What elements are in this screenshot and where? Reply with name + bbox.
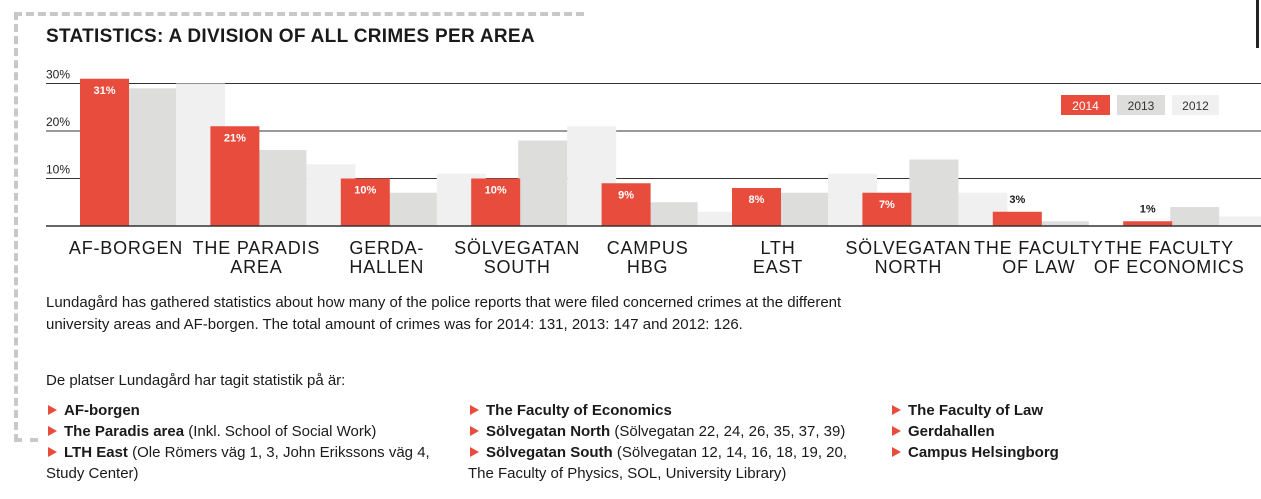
legend-label: 2013 [1128,99,1155,113]
x-category-label: OF LAW [1002,257,1075,277]
chart-title: STATISTICS: A DIVISION OF ALL CRIMES PER… [46,26,535,47]
location-detail: (Sölvegatan 22, 24, 26, 35, 37, 39) [610,423,846,440]
location-item: The Faculty of Economics [468,400,847,421]
x-category-label: EAST [753,257,803,277]
location-name: AF-borgen [64,402,140,419]
x-category-label: THE FACULTY [974,238,1103,258]
bar-2013 [518,140,568,226]
locations-column-1: AF-borgen The Paradis area (Inkl. School … [46,400,430,484]
location-name: Sölvegatan North [486,423,611,440]
bar-2013 [387,192,437,226]
bar-2014 [1123,221,1173,226]
bar-2013 [909,159,959,226]
triangle-bullet-icon [470,426,479,436]
dashed-frame-left [14,12,18,442]
locations-column-3: The Faculty of Law Gerdahallen Campus Hels… [890,400,1059,463]
triangle-bullet-icon [892,447,901,457]
location-item: Sölvegatan South (Sölvegatan 12, 14, 16,… [468,442,847,463]
bar-2014 [471,178,521,226]
location-item: The Paradis area (Inkl. School of Social… [46,421,430,442]
bar-2014 [732,188,781,226]
legend-swatch-2012 [1172,95,1219,115]
x-category-label: SOUTH [484,257,551,277]
location-name: LTH East [64,444,128,461]
locations-intro: De platser Lundagård har tagit statistik… [46,372,346,389]
bar-2012 [1219,216,1261,226]
dashed-frame-top [14,12,584,16]
location-item: LTH East (Ole Römers väg 1, 3, John Erik… [46,442,430,463]
location-detail: (Ole Römers väg 1, 3, John Erikssons väg… [127,444,430,461]
location-item: Gerdahallen [890,421,1059,442]
data-label: 10% [485,185,507,197]
x-category-label: AF-BORGEN [69,238,183,258]
y-tick-label: 20% [46,115,70,129]
location-item: Campus Helsingborg [890,442,1059,463]
bar-2013 [779,192,828,226]
location-name: Sölvegatan South [486,444,613,461]
triangle-bullet-icon [470,405,479,415]
location-item: Sölvegatan North (Sölvegatan 22, 24, 26,… [468,421,847,442]
x-category-label: HBG [627,257,668,277]
triangle-bullet-icon [48,405,57,415]
data-label: 7% [879,199,895,211]
location-name: Gerdahallen [908,423,995,440]
x-category-label: LTH [760,238,795,258]
location-name: The Paradis area [64,423,185,440]
triangle-bullet-icon [470,447,479,457]
bar-2014 [210,126,260,226]
location-detail: (Sölvegatan 12, 14, 16, 18, 19, 20, [612,444,848,461]
data-label: 8% [749,194,765,206]
data-label: 21% [224,132,246,144]
x-category-label: THE PARADIS [193,238,321,258]
location-name: The Faculty of Law [908,402,1044,419]
x-category-label: THE FACULTY [1104,238,1233,258]
y-tick-label: 10% [46,163,70,177]
description-text: Lundagård has gathered statistics about … [46,294,842,333]
triangle-bullet-icon [48,447,57,457]
data-label: 1% [1140,203,1156,215]
legend-swatch-2013 [1117,95,1165,115]
x-category-label: SÖLVEGATAN [454,238,580,258]
bar-2013 [1170,207,1220,226]
x-category-label: GERDA- [349,238,424,258]
bar-2013 [1039,221,1089,226]
triangle-bullet-icon [892,426,901,436]
location-item: The Faculty of Law [890,400,1059,421]
scrollbar-edge[interactable] [1256,0,1259,48]
triangle-bullet-icon [48,426,57,436]
location-item: AF-borgen [46,400,430,421]
x-category-label: CAMPUS [607,238,689,258]
x-category-label: AREA [230,257,282,277]
legend-label: 2014 [1072,99,1099,113]
location-detail: (Inkl. School of Social Work) [184,423,377,440]
x-category-label: HALLEN [349,257,424,277]
data-label: 3% [1009,194,1025,206]
dashed-frame-bottom [14,438,38,442]
data-label: 31% [93,85,115,97]
x-category-label: NORTH [875,257,943,277]
location-detail-continuation: Study Center) [46,465,139,482]
location-name: Campus Helsingborg [908,444,1059,461]
bar-2014 [862,192,912,226]
locations-column-2: The Faculty of Economics Sölvegatan North… [468,400,847,484]
legend-swatch-2014 [1061,95,1110,115]
x-category-label: SÖLVEGATAN [845,238,971,258]
data-label: 10% [354,185,376,197]
bar-2013 [257,150,307,226]
legend-label: 2012 [1182,99,1209,113]
bar-2014 [80,78,129,226]
bar-2013 [127,88,176,226]
bar-2014 [340,178,390,226]
bar-2014 [601,183,651,226]
location-detail-continuation: The Faculty of Physics, SOL, University … [468,465,787,482]
y-tick-label: 30% [46,68,70,82]
bar-2013 [648,202,698,226]
x-category-label: OF ECONOMICS [1094,257,1245,277]
data-label: 9% [618,189,634,201]
location-name: The Faculty of Economics [486,402,672,419]
triangle-bullet-icon [892,405,901,415]
bar-2014 [992,211,1042,226]
